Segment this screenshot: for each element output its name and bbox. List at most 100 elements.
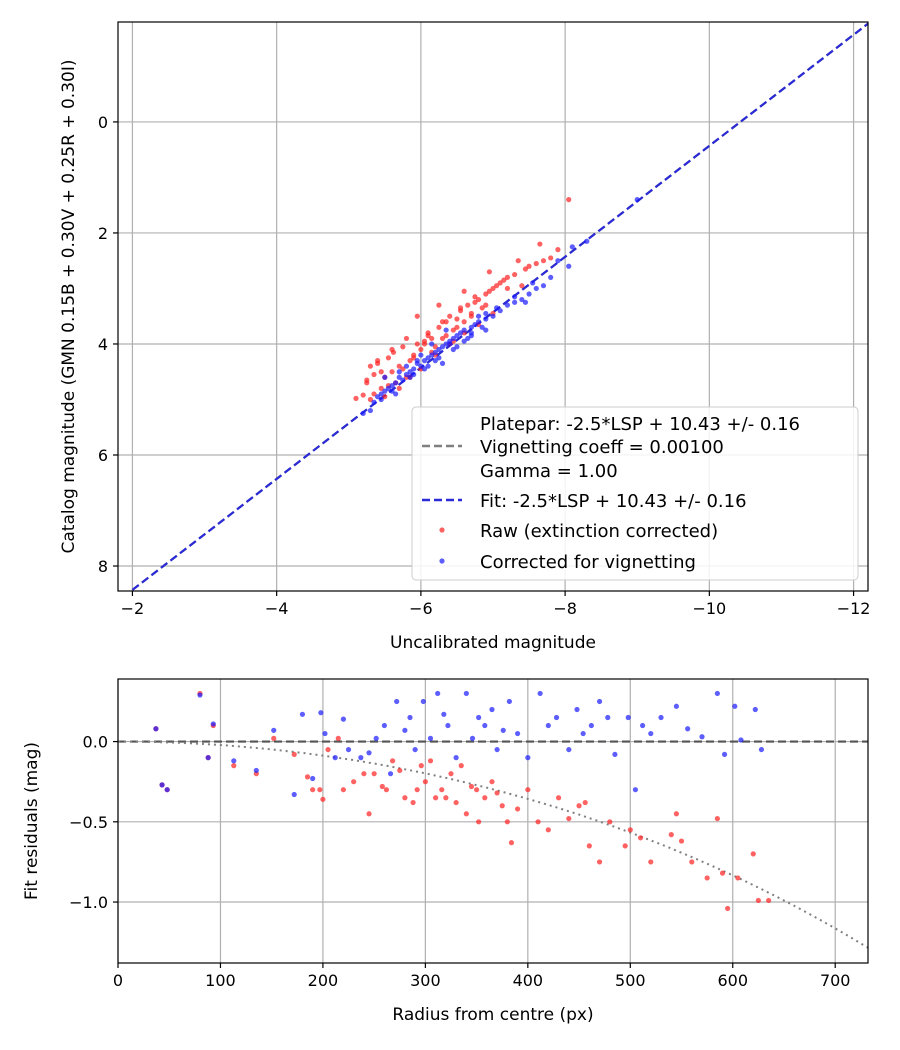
raw-extinction-corrected-point xyxy=(537,241,543,247)
corrected-for-vignetting-point xyxy=(472,321,478,328)
raw-point xyxy=(320,796,326,802)
y-tick-label: 4 xyxy=(98,335,108,354)
corrected-for-vignetting-point xyxy=(519,296,525,303)
raw-point xyxy=(371,771,377,777)
raw-point xyxy=(418,763,424,769)
corrected-for-vignetting-point xyxy=(407,369,413,375)
corrected-for-vignetting-point xyxy=(414,358,420,364)
corrected-for-vignetting-point xyxy=(439,344,446,350)
raw-point xyxy=(504,819,510,825)
raw-extinction-corrected-point xyxy=(389,346,395,353)
corrected-point xyxy=(553,714,560,721)
corrected-for-vignetting-point xyxy=(457,330,464,336)
legend-corrected-text: Corrected for vignetting xyxy=(480,552,696,573)
raw-extinction-corrected-point xyxy=(396,385,402,391)
corrected-for-vignetting-point xyxy=(418,363,424,369)
corrected-point xyxy=(394,698,400,705)
raw-point xyxy=(402,795,408,801)
raw-point xyxy=(755,897,761,904)
raw-extinction-corrected-point xyxy=(548,255,554,261)
corrected-for-vignetting-point xyxy=(396,369,402,375)
corrected-for-vignetting-point xyxy=(522,299,529,305)
y-tick-label: −1.0 xyxy=(69,893,108,912)
raw-point xyxy=(304,774,311,780)
y-tick-label: 0 xyxy=(98,113,108,132)
x-tick-label: 400 xyxy=(513,971,544,990)
raw-extinction-corrected-point xyxy=(375,360,381,366)
corrected-point xyxy=(758,746,765,753)
corrected-point xyxy=(231,758,237,764)
raw-point xyxy=(582,799,588,806)
raw-extinction-corrected-point xyxy=(439,319,446,325)
raw-extinction-corrected-point xyxy=(526,263,532,269)
corrected-point xyxy=(625,714,631,721)
top-fit-lines xyxy=(131,22,868,591)
corrected-point xyxy=(537,690,543,697)
raw-extinction-corrected-point xyxy=(515,258,521,264)
raw-point xyxy=(704,875,710,881)
raw-extinction-corrected-point xyxy=(483,291,489,297)
corrected-for-vignetting-point xyxy=(429,352,435,358)
raw-extinction-corrected-point xyxy=(353,395,359,401)
raw-point xyxy=(508,840,515,846)
raw-extinction-corrected-point xyxy=(403,335,410,342)
corrected-point xyxy=(197,692,203,698)
corrected-point xyxy=(514,730,521,737)
raw-point xyxy=(525,787,531,793)
corrected-for-vignetting-point xyxy=(421,358,428,364)
corrected-for-vignetting-point xyxy=(375,394,381,400)
raw-point xyxy=(317,787,323,793)
raw-extinction-corrected-point xyxy=(533,260,539,267)
legend-fit-text: Fit: -2.5*LSP + 10.43 +/- 0.16 xyxy=(480,491,747,512)
raw-point xyxy=(689,859,695,865)
corrected-point xyxy=(500,727,506,733)
legend-raw-marker xyxy=(439,527,445,533)
corrected-point xyxy=(545,722,551,729)
raw-point xyxy=(414,787,420,793)
corrected-point xyxy=(291,791,297,798)
corrected-point xyxy=(445,722,451,729)
corrected-for-vignetting-point xyxy=(584,238,590,244)
legend-box xyxy=(411,406,859,581)
raw-extinction-corrected-point xyxy=(566,197,572,203)
corrected-for-vignetting-point xyxy=(569,244,575,250)
corrected-for-vignetting-point xyxy=(425,355,431,361)
corrected-for-vignetting-point xyxy=(461,327,467,333)
corrected-for-vignetting-point xyxy=(548,274,554,280)
corrected-point xyxy=(639,722,646,729)
corrected-for-vignetting-point xyxy=(439,360,446,366)
raw-extinction-corrected-point xyxy=(504,285,511,292)
raw-point xyxy=(361,771,367,777)
corrected-for-vignetting-point xyxy=(436,346,442,353)
corrected-for-vignetting-point xyxy=(403,363,410,369)
corrected-point xyxy=(596,698,603,705)
corrected-for-vignetting-point xyxy=(450,335,456,342)
raw-point xyxy=(725,905,731,912)
raw-extinction-corrected-point xyxy=(360,392,366,398)
raw-point xyxy=(627,827,633,833)
corrected-point xyxy=(435,690,441,697)
y-tick-label: 0.0 xyxy=(83,733,108,752)
raw-point xyxy=(389,758,396,764)
corrected-for-vignetting-point xyxy=(512,299,518,305)
corrected-point xyxy=(366,750,372,756)
corrected-point xyxy=(345,746,352,753)
corrected-point xyxy=(714,690,720,697)
corrected-point xyxy=(580,730,586,737)
x-tick-label: −4 xyxy=(265,599,289,618)
raw-point xyxy=(576,803,582,809)
raw-point xyxy=(586,843,592,849)
corrected-for-vignetting-point xyxy=(479,324,485,330)
corrected-point xyxy=(159,782,165,788)
raw-point xyxy=(397,767,403,774)
raw-extinction-corrected-point xyxy=(436,324,442,330)
raw-point xyxy=(379,783,385,790)
raw-extinction-corrected-point xyxy=(475,296,482,303)
raw-point xyxy=(231,763,237,769)
raw-point xyxy=(325,746,331,753)
raw-extinction-corrected-point xyxy=(519,283,525,289)
bottom-reference-lines xyxy=(118,740,868,949)
corrected-point xyxy=(407,714,413,721)
corrected-for-vignetting-point xyxy=(465,335,471,342)
x-tick-label: −8 xyxy=(553,599,577,618)
